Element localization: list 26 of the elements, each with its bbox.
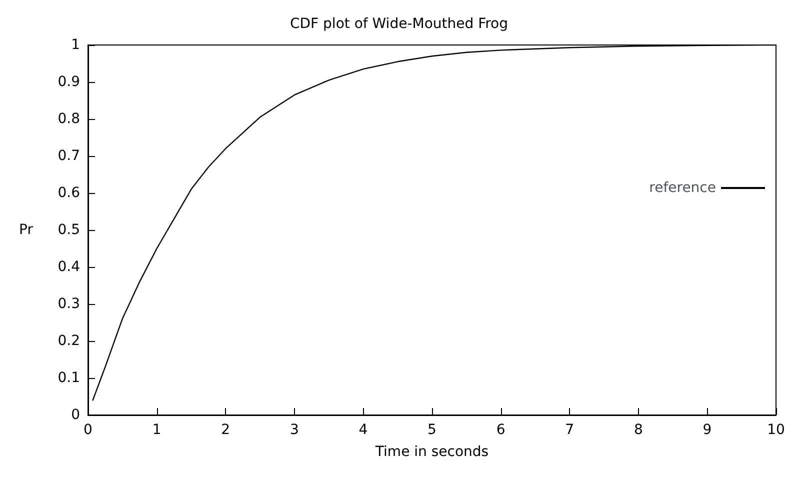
x-tick-label: 0 (84, 422, 92, 438)
x-tick-label: 9 (702, 422, 712, 438)
y-tick-label: 0.9 (58, 74, 80, 90)
x-tick-label: 3 (290, 422, 299, 438)
x-axis-title: Time in seconds (374, 444, 489, 460)
x-tick-label: 2 (221, 422, 230, 438)
y-tick-label: 0.4 (58, 259, 80, 275)
x-tick-label: 6 (496, 422, 506, 438)
x-tick-label: 4 (358, 422, 368, 438)
y-tick-label: 0 (71, 407, 80, 423)
y-tick-label: 1 (71, 37, 80, 53)
y-tick-label: 0.2 (58, 333, 80, 349)
x-tick-label: 10 (767, 422, 785, 438)
y-tick-label: 0.7 (58, 148, 80, 164)
y-tick-label: 0.8 (58, 111, 80, 127)
y-tick-label: 0.3 (58, 296, 80, 312)
legend-label: reference (649, 180, 716, 196)
y-axis-title: Pr (19, 222, 34, 238)
chart-title: CDF plot of Wide-Mouthed Frog (290, 16, 508, 32)
y-tick-label: 0.5 (58, 222, 80, 238)
x-tick-label: 5 (428, 422, 436, 438)
x-tick-label: 7 (565, 422, 574, 438)
x-tick-label: 1 (152, 422, 162, 438)
x-tick-label: 8 (634, 422, 643, 438)
y-tick-label: 0.6 (58, 185, 80, 201)
y-tick-label: 0.1 (58, 370, 80, 386)
